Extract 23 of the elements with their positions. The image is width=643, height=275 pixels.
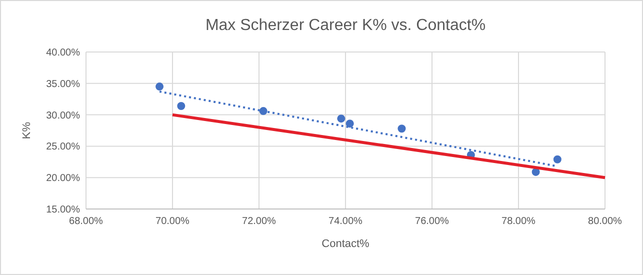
x-tick-label: 72.00% (242, 216, 276, 227)
x-tick-label: 78.00% (502, 216, 536, 227)
x-tick-label: 70.00% (156, 216, 190, 227)
x-tick-label: 80.00% (588, 216, 622, 227)
point (259, 107, 268, 116)
y-tick-label: 20.00% (46, 173, 80, 184)
x-axis-title: Contact% (322, 238, 370, 250)
point (398, 124, 406, 133)
y-axis-title: K% (21, 122, 33, 140)
point (553, 155, 562, 164)
x-tick-label: 76.00% (415, 216, 450, 227)
y-tick-label: 40.00% (46, 48, 80, 58)
y-tick-label: 30.00% (46, 110, 80, 122)
point (346, 120, 354, 128)
point (177, 102, 186, 110)
point (337, 114, 346, 123)
y-tick-label: 35.00% (46, 78, 80, 90)
chart-title: Max Scherzer Career K% vs. Contact% (205, 17, 486, 34)
y-tick-label: 15.00% (46, 204, 80, 216)
point (156, 82, 164, 91)
x-tick-label: 68.00% (69, 216, 104, 227)
x-tick-label: 74.00% (328, 216, 363, 227)
y-tick-label: 25.00% (46, 142, 80, 153)
